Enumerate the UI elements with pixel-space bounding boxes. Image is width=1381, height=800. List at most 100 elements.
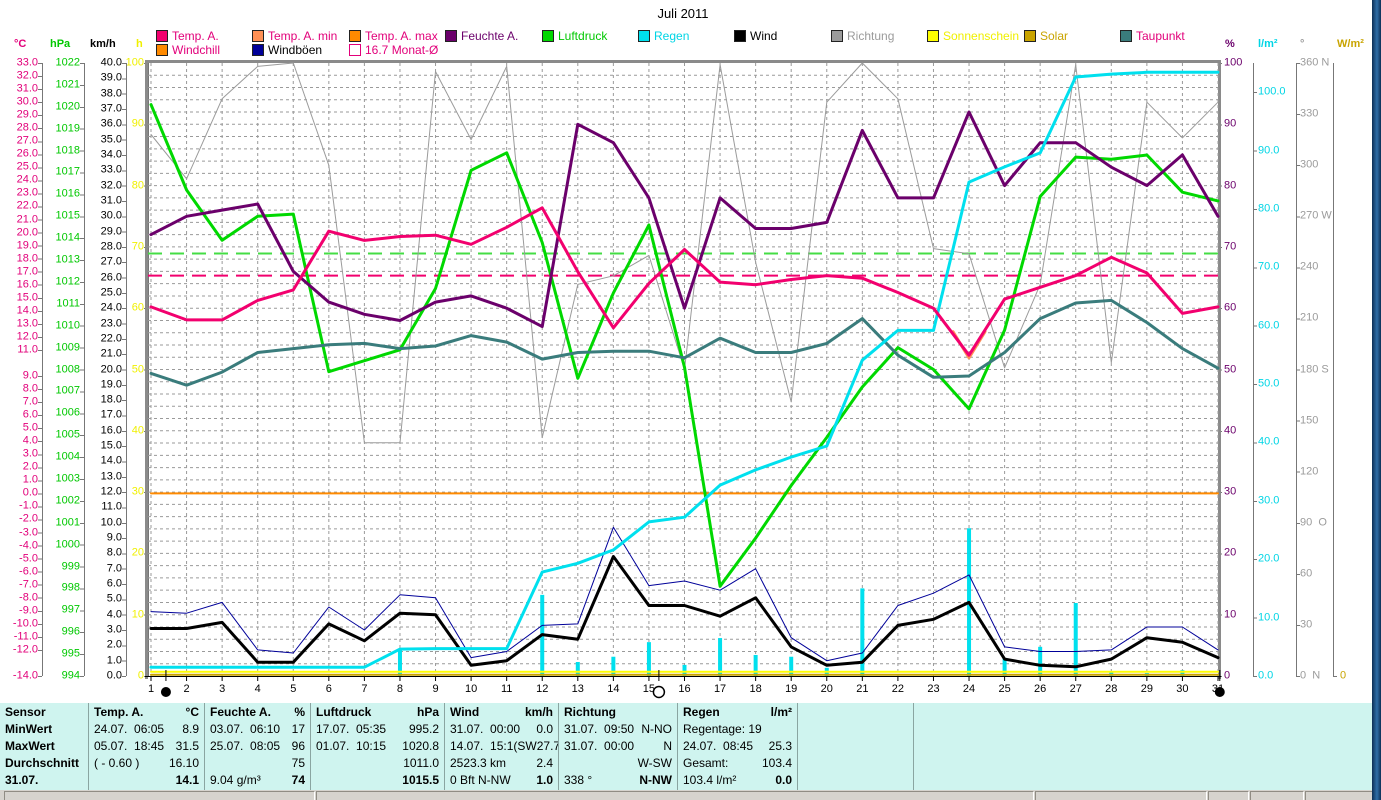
table-cell-value: 31.5 [175,738,199,753]
tick-label-temp: 15.0 [16,291,38,304]
table-column-header-row: Wind km/h [445,703,558,720]
tick-label-humidity: 0 [1224,669,1231,682]
table-row [914,720,1372,737]
axis-header-°C: °C [14,38,27,50]
table-column-feuchte-a-: Feuchte A.% 03.07. 06:10 17 25.07. 08:05 96 7… [204,703,310,790]
tick-label-wind: 21.0 [100,347,122,360]
tick-label-humidity: 30 [1224,485,1237,498]
table-column-unit: l/m² [770,704,792,719]
status-bar-panel [1208,791,1249,800]
tick-label-pressure: 994 [61,669,80,682]
tick-label-solar: 0 [1340,669,1347,682]
legend-swatch-icon [156,44,168,56]
tick-label-pressure: 1022 [55,56,80,69]
legend-item-temp-a-max: Temp. A. max [349,30,438,42]
day-label: 21 [856,683,869,695]
tick-label-pressure: 1020 [55,100,80,113]
table-row-header-label: Durchschnitt [5,755,80,770]
tick-label-direction: 300 [1300,158,1319,171]
tick-label-wind: 17.0 [100,408,122,421]
legend-label: Luftdruck [558,29,608,43]
status-bar-panel [1305,791,1373,800]
table-cell-left: 2523.3 km [450,755,507,770]
day-label: 12 [536,683,549,695]
tick-label-temp: 12.0 [16,330,38,343]
tick-label-temp: 0.0 [22,486,38,499]
table-cell-left: 31.07. 00:00 [450,721,521,736]
table-row: 1011.0 [311,754,444,771]
tick-label-temp: -4.0 [19,539,38,552]
table-row-header: Durchschnitt [0,754,87,771]
status-bar-panel [1035,791,1207,800]
table-column-unit: km/h [524,704,553,719]
tick-label-wind: 9.0 [106,531,122,544]
day-label: 4 [254,683,261,695]
tick-label-wind: 19.0 [100,378,122,391]
table-cell-value: 0.0 [775,772,792,787]
tick-label-humidity: 90 [1224,117,1237,130]
tick-label-direction: 90 O [1300,516,1327,529]
table-column-richtung: Richtung 31.07. 09:50 N-NO 31.07. 00:00 N W-S… [558,703,677,790]
table-row: 25.07. 08:05 96 [205,737,310,754]
tick-label-direction: 60 [1300,567,1313,580]
day-label: 9 [432,683,439,695]
series-temp-a- [149,206,1220,357]
tick-label-temp: -14.0 [12,669,38,682]
tick-label-pressure: 1012 [55,275,80,288]
table-column-header-row: Feuchte A.% [205,703,310,720]
tick-label-wind: 11.0 [101,500,122,513]
day-label: 29 [1140,683,1153,695]
table-row [798,771,913,788]
table-cell-left: 25.07. 08:05 [210,738,281,753]
legend-item-luftdruck: Luftdruck [542,30,607,42]
day-label: 19 [785,683,798,695]
tick-label-sun: 40 [131,424,144,437]
new-moon-icon [1214,687,1225,697]
table-cell-value: 1015.5 [402,772,439,787]
table-row-header-label: MinWert [5,721,53,736]
axis-header-%: % [1225,38,1235,50]
day-label: 17 [713,683,727,695]
tick-label-wind: 27.0 [100,255,122,268]
tick-label-temp: 17.0 [16,265,38,278]
tick-label-wind: 31.0 [100,194,122,207]
tick-label-rain: 20.0 [1258,552,1280,565]
table-row: 31.07. 00:00 0.0 [445,720,558,737]
table-row: 31.07. 09:50 N-NO [559,720,677,737]
tick-label-temp: 21.0 [16,213,38,225]
table-cell-value: N [663,738,672,753]
series-luftdruck [149,103,1220,588]
legend-label: Windböen [268,43,323,57]
table-column-header-row: Luftdruck hPa [311,703,444,720]
tick-label-wind: 26.0 [100,271,122,284]
table-column-empty [913,703,1372,790]
table-column-header-row: Temp. A. °C [89,703,204,720]
tick-label-pressure: 1006 [55,406,80,419]
tick-label-wind: 39.0 [100,71,122,84]
table-cell-value: 2.4 [536,755,553,770]
table-cell-left: 31.07. 09:50 [564,721,635,736]
tick-label-temp: 4.0 [22,434,38,447]
desktop-edge-strip [1372,0,1381,800]
tick-label-direction: 360 N [1300,56,1330,69]
tick-label-rain: 90.0 [1258,144,1280,157]
legend-item-sonnenschein: Sonnenschein [927,30,1019,42]
tick-label-pressure: 996 [61,625,80,638]
table-cell-value: 1.0 [536,772,553,787]
full-moon-icon [652,685,666,699]
tick-label-temp: 25.0 [16,160,38,173]
table-cell-left: 03.07. 06:10 [210,721,281,736]
table-cell-left: 9.04 g/m³ [210,772,261,787]
tick-label-wind: 25.0 [100,286,122,299]
tick-label-wind: 18.0 [100,393,122,406]
summary-table: Sensor MinWert MaxWert Durchschnitt 31.07. Te… [0,703,1372,790]
series-taupunkt [149,298,1220,387]
tick-label-temp: -9.0 [19,604,38,617]
table-cell-left: 05.07. 18:45 [94,738,165,753]
table-row [798,737,913,754]
tick-label-pressure: 1018 [55,144,80,157]
table-cell-value: 17 [291,721,305,736]
tick-label-humidity: 60 [1224,301,1237,314]
